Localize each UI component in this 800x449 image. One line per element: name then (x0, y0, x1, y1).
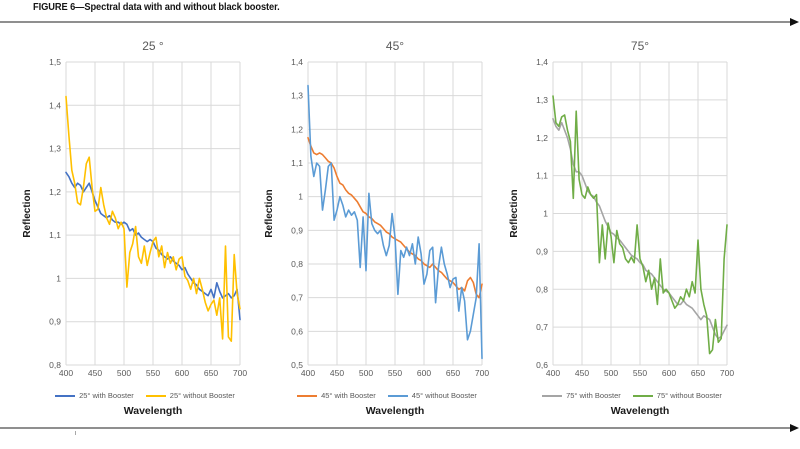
y-tick-label: 0,5 (291, 360, 303, 370)
y-tick-label: 0,6 (536, 360, 548, 370)
series-line (307, 84, 483, 360)
x-tick-label: 650 (691, 368, 705, 378)
y-tick-label: 0,6 (291, 326, 303, 336)
y-axis-label: Reflection (22, 189, 33, 237)
x-tick-label: 550 (146, 368, 160, 378)
x-tick-label: 600 (662, 368, 676, 378)
y-tick-label: 1 (56, 273, 61, 283)
chart-canvas: 400 450 500 550 600 650 700 0,6 0,7 0,8 0,9 1 1,1 1,2… (509, 39, 734, 378)
chart-title: 45° (386, 39, 404, 53)
y-tick-label: 0,8 (49, 360, 61, 370)
chart-title: 75° (631, 39, 649, 53)
legend-swatch (297, 394, 318, 397)
y-tick-label: 0,7 (291, 293, 303, 303)
x-tick-label: 700 (475, 368, 489, 378)
legend-swatch (145, 394, 166, 397)
legend-item: 75° with Booster (542, 391, 621, 400)
x-tick-label: 550 (388, 368, 402, 378)
y-axis-label: Reflection (509, 189, 520, 237)
series-line (65, 95, 241, 343)
y-tick-label: 0,8 (536, 284, 548, 294)
x-tick-label: 450 (330, 368, 344, 378)
legend-label: 25° without Booster (169, 391, 235, 400)
chart-title: 25 ° (142, 39, 164, 53)
x-axis-label: Wavelength (123, 405, 183, 417)
x-tick-label: 400 (59, 368, 73, 378)
y-tick-label: 1,4 (291, 57, 303, 67)
x-tick-label: 700 (720, 368, 734, 378)
chart-canvas: 400 450 500 550 600 650 700 0,5 0,6 0,7 0,8 0,9 1 1,1… (264, 39, 489, 378)
x-tick-label: 650 (204, 368, 218, 378)
y-tick-label: 1,1 (291, 158, 303, 168)
y-tick-label: 0,9 (536, 246, 548, 256)
y-tick-label: 0,9 (49, 317, 61, 327)
legend: 75° with Booster 75° without Booster (525, 391, 739, 400)
chart-25deg: 400 450 500 550 600 650 700 0,8 0,9 1 1,1 1,2 1,3 1,4… (20, 34, 270, 426)
top-rule (0, 18, 799, 26)
y-tick-label: 1 (543, 209, 548, 219)
legend: 45° with Booster 45° without Booster (280, 391, 494, 400)
legend-label: 25° with Booster (79, 391, 134, 400)
legend-swatch (542, 394, 563, 397)
legend-item: 45° with Booster (297, 391, 376, 400)
x-tick-label: 500 (117, 368, 131, 378)
y-tick-label: 1 (298, 192, 303, 202)
legend-swatch (632, 394, 653, 397)
legend-swatch (387, 394, 408, 397)
x-tick-label: 450 (88, 368, 102, 378)
chart-canvas: 400 450 500 550 600 650 700 0,8 0,9 1 1,1 1,2 1,3 1,4… (22, 39, 247, 378)
right-arrow-icon (790, 18, 799, 26)
x-tick-label: 650 (446, 368, 460, 378)
y-tick-label: 1,1 (536, 171, 548, 181)
x-axis-label: Wavelength (610, 405, 670, 417)
legend-label: 45° without Booster (411, 391, 477, 400)
y-tick-label: 0,7 (536, 322, 548, 332)
figure-caption: FIGURE 6—Spectral data with and without … (33, 2, 280, 13)
footnote-tick-mark (75, 431, 76, 435)
x-axis-label: Wavelength (365, 405, 425, 417)
chart-45deg: 400 450 500 550 600 650 700 0,5 0,6 0,7 0,8 0,9 1 1,1… (262, 34, 512, 426)
y-axis-label: Reflection (264, 189, 275, 237)
legend-label: 75° with Booster (566, 391, 621, 400)
x-tick-label: 500 (359, 368, 373, 378)
legend-item: 25° with Booster (55, 391, 134, 400)
legend-item: 25° without Booster (145, 391, 235, 400)
y-tick-label: 1,3 (291, 91, 303, 101)
y-tick-label: 1,3 (536, 95, 548, 105)
bottom-rule (0, 424, 799, 432)
y-tick-label: 1,2 (49, 187, 61, 197)
x-tick-label: 500 (604, 368, 618, 378)
legend-label: 45° with Booster (321, 391, 376, 400)
x-tick-label: 700 (233, 368, 247, 378)
series-line (552, 95, 728, 355)
legend-item: 45° without Booster (387, 391, 477, 400)
y-tick-label: 1,4 (536, 57, 548, 67)
y-tick-label: 0,8 (291, 259, 303, 269)
x-tick-label: 450 (575, 368, 589, 378)
x-tick-label: 400 (546, 368, 560, 378)
x-tick-label: 400 (301, 368, 315, 378)
y-tick-label: 1,2 (291, 124, 303, 134)
legend-swatch (55, 394, 76, 397)
y-tick-label: 1,1 (49, 230, 61, 240)
series-line (552, 118, 728, 340)
right-arrow-icon (790, 424, 799, 432)
legend: 25° with Booster 25° without Booster (38, 391, 252, 400)
legend-item: 75° without Booster (632, 391, 722, 400)
x-tick-label: 600 (175, 368, 189, 378)
y-tick-label: 1,5 (49, 57, 61, 67)
y-tick-label: 1,2 (536, 133, 548, 143)
x-tick-label: 550 (633, 368, 647, 378)
chart-75deg: 400 450 500 550 600 650 700 0,6 0,7 0,8 0,9 1 1,1 1,2… (507, 34, 757, 426)
y-tick-label: 1,3 (49, 144, 61, 154)
x-tick-label: 600 (417, 368, 431, 378)
y-tick-label: 0,9 (291, 225, 303, 235)
legend-label: 75° without Booster (656, 391, 722, 400)
y-tick-label: 1,4 (49, 100, 61, 110)
